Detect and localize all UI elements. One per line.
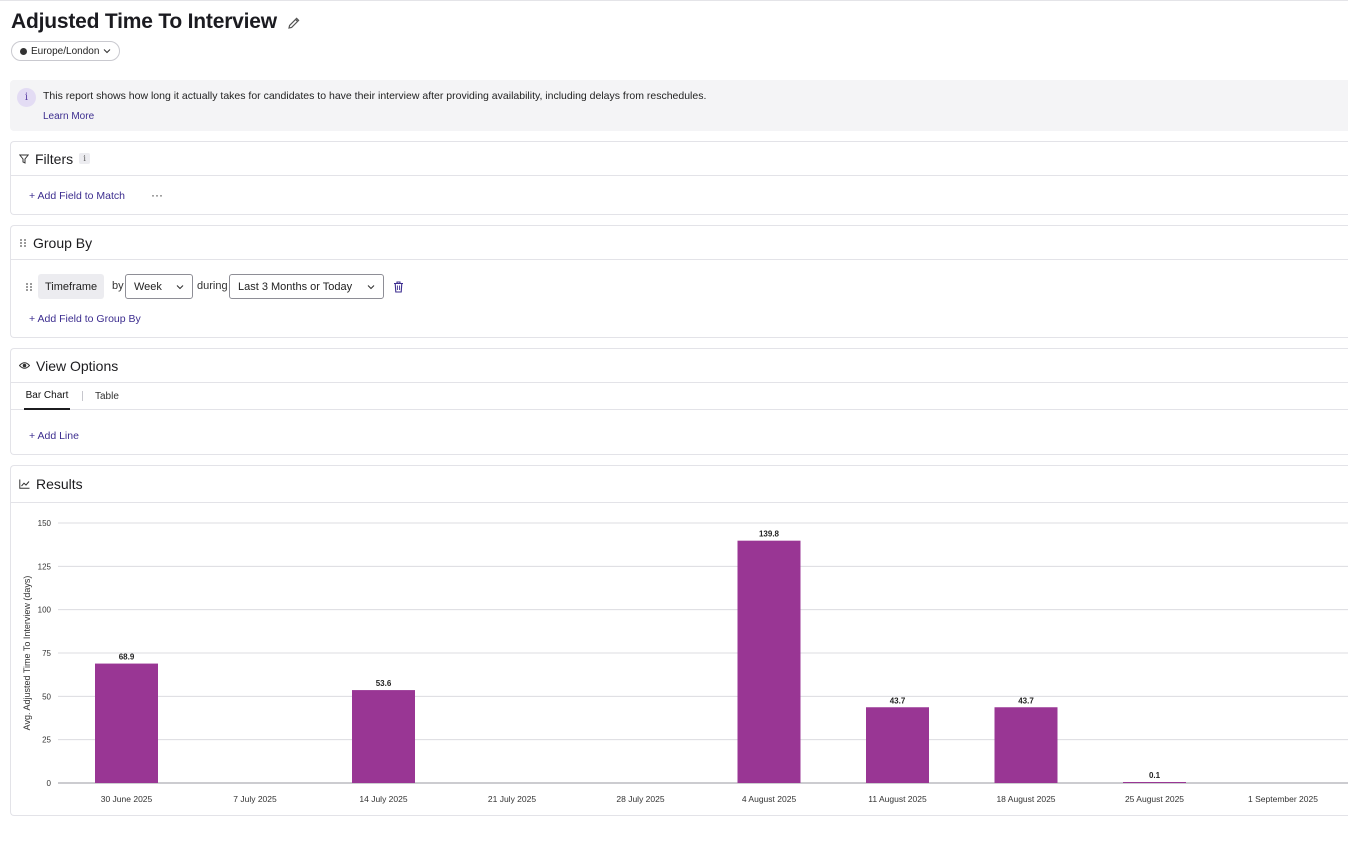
pencil-edit-icon[interactable] — [287, 16, 301, 30]
results-header: Results — [11, 466, 1348, 503]
filters-header[interactable]: Filters i — [11, 142, 1348, 176]
date-range-select[interactable]: Last 3 Months or Today — [229, 274, 384, 299]
data-label: 43.7 — [1018, 696, 1034, 705]
trash-delete-icon[interactable] — [393, 281, 404, 293]
y-tick-label: 0 — [47, 779, 52, 788]
x-tick-label: 4 August 2025 — [742, 794, 797, 804]
timezone-selector[interactable]: Europe/London — [11, 41, 121, 61]
filters-info-icon[interactable]: i — [79, 153, 91, 164]
x-tick-label: 7 July 2025 — [233, 794, 277, 804]
chevron-down-icon — [367, 284, 375, 289]
chevron-down-icon — [104, 49, 111, 54]
info-banner: i This report shows how long it actually… — [10, 80, 1348, 131]
x-tick-label: 30 June 2025 — [101, 794, 153, 804]
tab-separator — [82, 391, 83, 401]
top-divider — [0, 0, 1348, 1]
data-label: 53.6 — [376, 679, 392, 688]
info-text: This report shows how long it actually t… — [43, 90, 707, 102]
x-tick-label: 1 September 2025 — [1248, 794, 1318, 804]
x-tick-label: 25 August 2025 — [1125, 794, 1184, 804]
timeframe-field-tag[interactable]: Timeframe — [38, 274, 105, 299]
group-by-header[interactable]: Group By — [11, 226, 1348, 260]
x-tick-label: 21 July 2025 — [488, 794, 536, 804]
line-chart-icon — [19, 479, 30, 489]
y-tick-label: 75 — [42, 649, 51, 658]
date-range-value: Last 3 Months or Today — [238, 280, 353, 293]
by-label: by — [112, 280, 124, 292]
page-title: Adjusted Time To Interview — [11, 10, 277, 33]
tab-table[interactable]: Table — [95, 391, 119, 402]
add-line-button[interactable]: + Add Line — [29, 430, 79, 442]
clock-icon — [20, 47, 27, 55]
y-tick-label: 125 — [38, 562, 52, 571]
learn-more-link[interactable]: Learn More — [43, 111, 95, 122]
data-label: 139.8 — [759, 530, 780, 539]
timezone-label: Europe/London — [31, 45, 100, 57]
filters-title: Filters — [35, 150, 74, 167]
data-label: 68.9 — [119, 653, 135, 662]
results-panel: Results 0 25 50 75 100 125 150 Avg. Adjusted Ti… — [10, 465, 1348, 816]
y-tick-label: 150 — [38, 519, 52, 528]
week-interval-select[interactable]: Week — [125, 274, 193, 299]
add-field-to-match-button[interactable]: + Add Field to Match — [29, 190, 126, 202]
bar — [95, 663, 158, 783]
x-tick-label: 11 August 2025 — [868, 794, 927, 804]
y-tick-label: 100 — [38, 606, 52, 615]
view-tabs: Bar Chart Table — [11, 383, 1348, 410]
info-icon: i — [17, 88, 36, 107]
filter-funnel-icon — [19, 154, 29, 164]
x-tick-label: 28 July 2025 — [616, 794, 664, 804]
drag-handle-icon[interactable] — [19, 238, 27, 248]
page-header: Adjusted Time To Interview — [11, 10, 301, 34]
view-options-title: View Options — [36, 357, 119, 374]
filters-panel: Filters i + Add Field to Match ··· — [10, 141, 1348, 215]
x-tick-label: 14 July 2025 — [359, 794, 407, 804]
tab-bar-chart[interactable]: Bar Chart — [24, 383, 70, 410]
chevron-down-icon — [176, 284, 184, 289]
data-label: 0.1 — [1149, 771, 1161, 780]
view-options-panel: View Options Bar Chart Table + Add Line — [10, 348, 1348, 455]
bar — [866, 707, 929, 783]
y-tick-label: 50 — [42, 692, 51, 701]
group-by-panel: Group By Timeframe by Week during Last 3… — [10, 225, 1348, 338]
y-axis-label: Avg. Adjusted Time To Interview (days) — [22, 576, 32, 731]
week-interval-value: Week — [134, 280, 162, 293]
results-title: Results — [36, 476, 83, 492]
group-by-title: Group By — [33, 234, 93, 251]
bar — [994, 707, 1058, 783]
eye-icon — [19, 362, 30, 369]
during-label: during — [197, 280, 228, 292]
bar — [352, 690, 415, 783]
data-label: 43.7 — [890, 696, 906, 705]
results-bar-chart: 0 25 50 75 100 125 150 Avg. Adjusted Time To In… — [22, 519, 1348, 804]
more-options-button[interactable]: ··· — [151, 188, 163, 202]
bar — [1123, 782, 1186, 783]
y-tick-label: 25 — [42, 736, 51, 745]
view-options-header[interactable]: View Options — [11, 349, 1348, 383]
bar — [737, 540, 801, 783]
x-tick-label: 18 August 2025 — [996, 794, 1055, 804]
add-field-to-group-by-button[interactable]: + Add Field to Group By — [29, 313, 141, 325]
drag-handle-icon[interactable] — [25, 282, 33, 292]
